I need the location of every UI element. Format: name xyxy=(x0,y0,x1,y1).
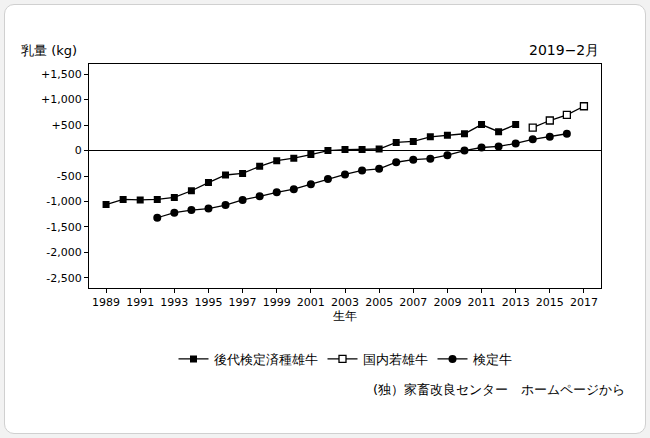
svg-text:-2,000: -2,000 xyxy=(46,246,81,259)
svg-text:2013: 2013 xyxy=(502,296,530,309)
svg-text:2001: 2001 xyxy=(297,296,325,309)
svg-text:1997: 1997 xyxy=(229,296,257,309)
svg-text:乳量 (kg): 乳量 (kg) xyxy=(21,43,77,58)
svg-text:2007: 2007 xyxy=(399,296,427,309)
svg-text:+500: +500 xyxy=(52,119,82,132)
svg-text:(独）家畜改良センター ホームページから: (独）家畜改良センター ホームページから xyxy=(373,382,625,397)
svg-text:2019−2月: 2019−2月 xyxy=(529,42,599,58)
svg-text:-500: -500 xyxy=(57,170,82,183)
svg-text:1995: 1995 xyxy=(194,296,222,309)
svg-text:1999: 1999 xyxy=(263,296,291,309)
svg-text:2017: 2017 xyxy=(570,296,598,309)
svg-text:2003: 2003 xyxy=(331,296,359,309)
svg-text:後代検定済種雄牛: 後代検定済種雄牛 xyxy=(214,352,318,367)
svg-text:国内若雄牛: 国内若雄牛 xyxy=(363,352,428,367)
svg-text:+1,000: +1,000 xyxy=(41,93,82,106)
svg-text:2005: 2005 xyxy=(365,296,393,309)
svg-text:-1,500: -1,500 xyxy=(46,221,81,234)
svg-text:1993: 1993 xyxy=(160,296,188,309)
svg-text:+1,500: +1,500 xyxy=(41,68,82,81)
svg-text:2009: 2009 xyxy=(433,296,461,309)
svg-text:1989: 1989 xyxy=(92,296,120,309)
svg-text:-1,000: -1,000 xyxy=(46,195,81,208)
svg-text:2015: 2015 xyxy=(536,296,564,309)
svg-text:1991: 1991 xyxy=(126,296,154,309)
svg-text:生年: 生年 xyxy=(333,309,357,323)
svg-text:0: 0 xyxy=(75,144,82,157)
svg-text:-2,500: -2,500 xyxy=(46,272,81,285)
svg-text:2011: 2011 xyxy=(468,296,496,309)
svg-text:検定牛: 検定牛 xyxy=(473,352,512,367)
